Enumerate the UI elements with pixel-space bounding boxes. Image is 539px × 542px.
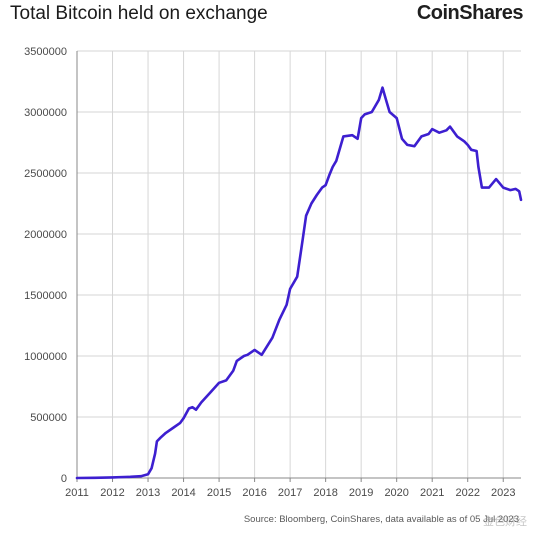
x-tick-label: 2013 xyxy=(136,487,160,499)
y-tick-label: 3500000 xyxy=(24,46,67,58)
x-tick-label: 2018 xyxy=(313,487,337,499)
y-tick-label: 2500000 xyxy=(24,168,67,180)
series-line xyxy=(75,86,523,480)
x-tick-label: 2014 xyxy=(171,487,195,499)
x-tick-label: 2021 xyxy=(420,487,444,499)
y-tick-label: 1500000 xyxy=(24,290,67,302)
coinshares-logo: CoinShares xyxy=(416,2,524,24)
y-tick-label: 1000000 xyxy=(24,351,67,363)
y-tick-label: 500000 xyxy=(30,412,67,424)
x-tick-label: 2015 xyxy=(207,487,231,499)
source-note: Source: Bloomberg, CoinShares, data avai… xyxy=(243,514,519,525)
y-tick-label: 3000000 xyxy=(24,107,67,119)
x-tick-label: 2019 xyxy=(349,487,373,499)
x-tick-label: 2022 xyxy=(455,487,479,499)
x-tick-label: 2023 xyxy=(491,487,515,499)
y-tick-label: 0 xyxy=(61,473,67,485)
x-tick-label: 2017 xyxy=(278,487,302,499)
x-tick-label: 2016 xyxy=(242,487,266,499)
watermark: 金色财经 xyxy=(483,515,527,528)
x-tick-label: 2011 xyxy=(65,487,89,499)
x-tick-label: 2012 xyxy=(100,487,124,499)
chart-title: Total Bitcoin held on exchange xyxy=(10,3,268,24)
y-tick-label: 2000000 xyxy=(24,229,67,241)
line-chart: 0 500000 1000000 1500000 2000000 2500000 30000… xyxy=(24,46,523,499)
x-tick-label: 2020 xyxy=(384,487,408,499)
